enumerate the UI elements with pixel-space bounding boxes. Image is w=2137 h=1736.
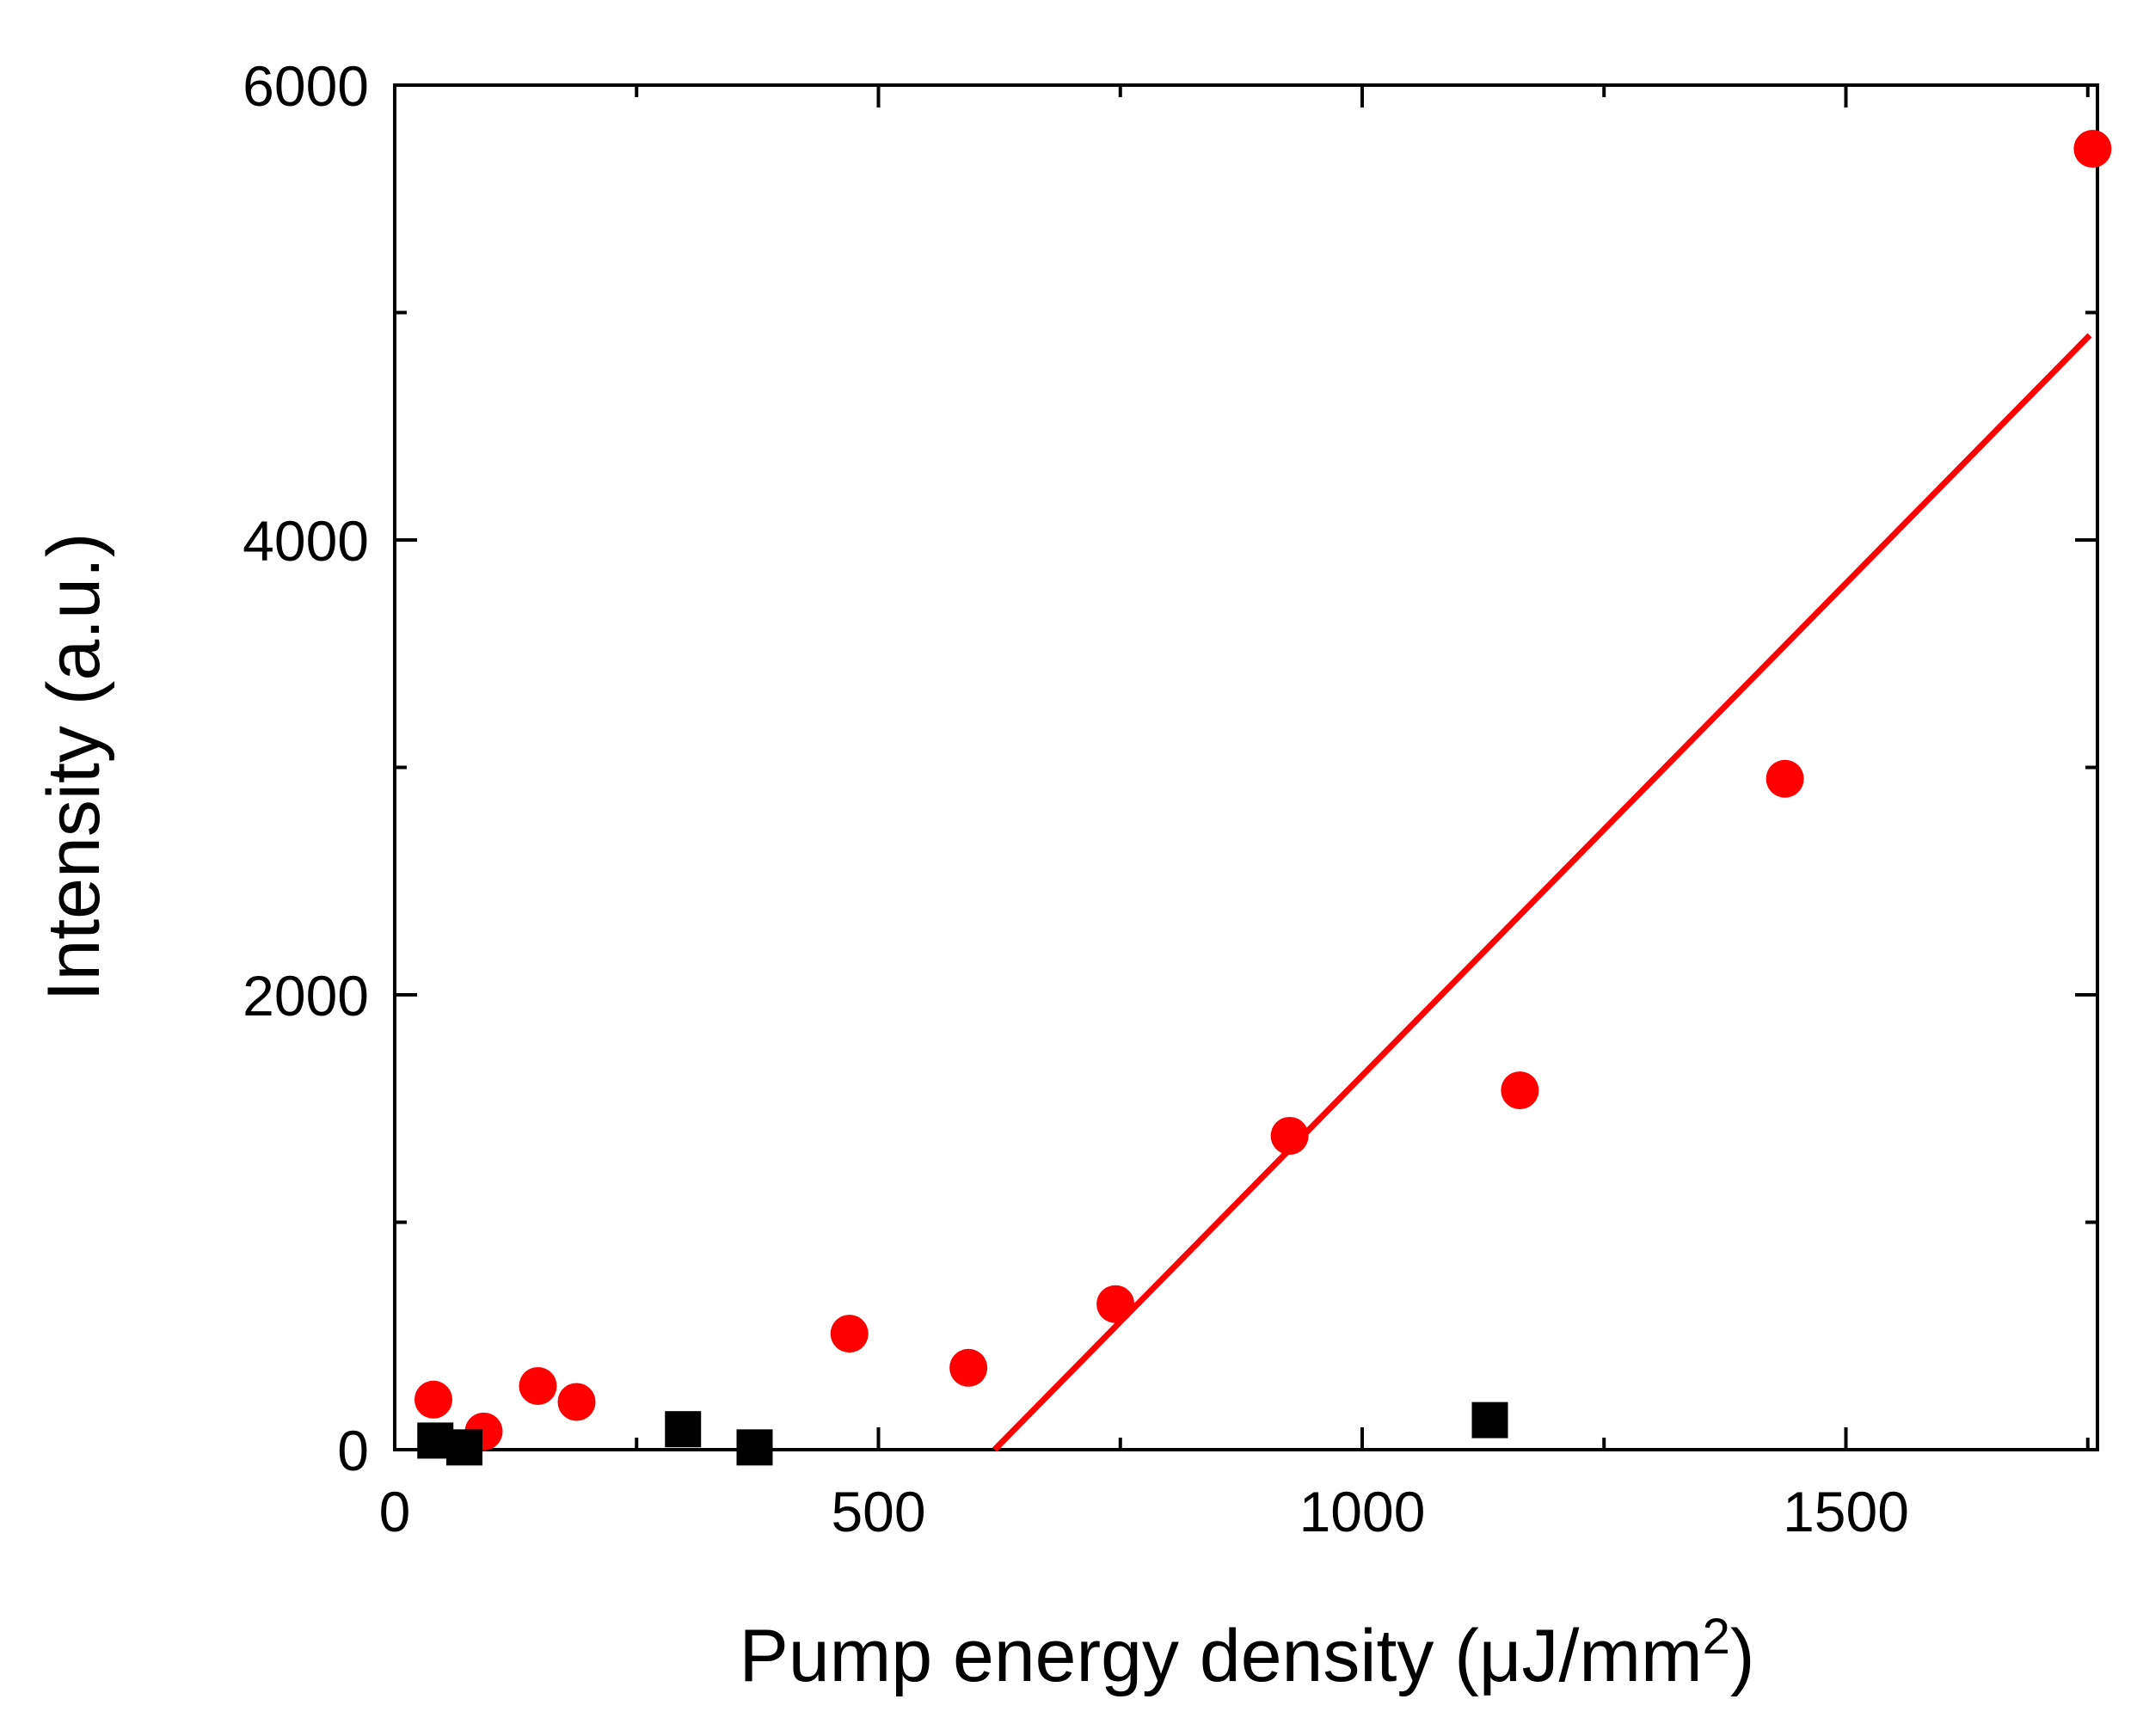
red-circle-point (1096, 1285, 1135, 1323)
y-tick-label: 6000 (243, 54, 369, 118)
red-circle-point (519, 1366, 557, 1405)
x-tick-label: 1000 (1299, 1480, 1426, 1543)
y-tick-label: 4000 (243, 509, 369, 573)
red-circle-point (1501, 1071, 1539, 1110)
fit-line (992, 333, 2092, 1452)
x-tick-label: 0 (379, 1480, 411, 1543)
black-square-point (446, 1429, 482, 1466)
black-square-point (736, 1429, 773, 1466)
red-circle-point (1270, 1116, 1309, 1155)
red-circle-point (949, 1348, 988, 1387)
y-tick-label: 0 (337, 1419, 369, 1482)
y-axis-title: Intensity (a.u.) (33, 533, 115, 1002)
x-tick-label: 500 (831, 1480, 925, 1543)
red-circle-point (1765, 759, 1804, 798)
x-tick-label: 1500 (1783, 1480, 1909, 1543)
marker-layer (415, 130, 2112, 1466)
axis-ticks (393, 83, 2097, 1451)
red-circle-point (830, 1315, 869, 1353)
black-square-point (665, 1411, 702, 1448)
red-circle-point (2073, 130, 2112, 169)
black-square-point (1471, 1402, 1508, 1438)
red-circle-point (557, 1383, 596, 1421)
red-circle-point (415, 1380, 452, 1419)
fit-line-layer (992, 333, 2092, 1452)
plot-frame (393, 83, 2099, 1451)
tick-labels: 0 500 1000 1500 0 2000 4000 6000 (243, 54, 1909, 1543)
x-axis-title: Pump energy density (μJ/mm2) (739, 1609, 1754, 1697)
y-tick-label: 2000 (243, 964, 369, 1027)
x-axis-title-suffix: ) (1730, 1615, 1755, 1697)
x-axis-title-superscript: 2 (1703, 1609, 1730, 1665)
x-axis-title-main: Pump energy density (μJ/mm (739, 1615, 1702, 1697)
